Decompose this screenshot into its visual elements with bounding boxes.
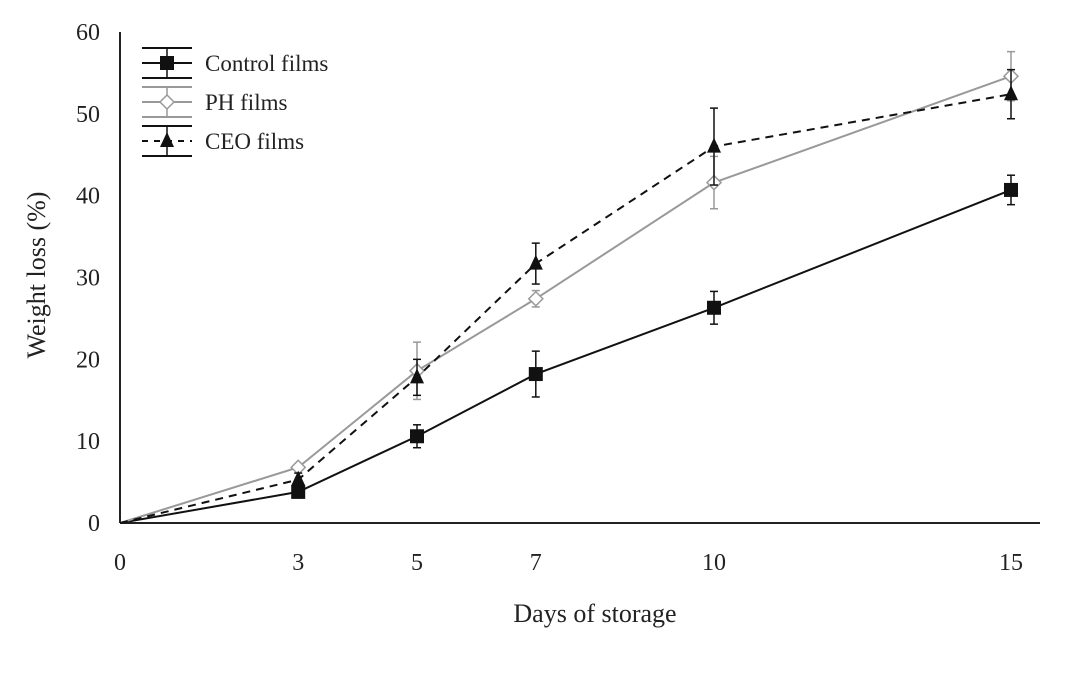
y-tick-label: 20 (76, 347, 100, 373)
square-marker (707, 300, 721, 315)
legend-label: Control films (205, 51, 328, 76)
triangle-marker (1004, 85, 1018, 101)
y-tick-label: 30 (76, 266, 100, 292)
x-tick-label: 7 (530, 550, 542, 576)
diamond-marker (527, 290, 544, 307)
series-line (119, 75, 1012, 524)
diamond-marker (158, 93, 176, 111)
triangle-marker (707, 137, 721, 153)
legend-item: Control films (142, 47, 328, 79)
x-tick-label: 10 (702, 550, 726, 576)
series-ph-films (119, 50, 1020, 524)
x-tick-label: 5 (411, 550, 423, 576)
series-ceo-films (119, 68, 1018, 524)
legend-label: CEO films (205, 129, 304, 154)
x-tick-label: 15 (999, 550, 1023, 576)
triangle-marker (410, 368, 424, 384)
x-tick-label: 0 (114, 550, 126, 576)
y-tick-label: 10 (76, 429, 100, 455)
square-marker (160, 56, 174, 70)
triangle-marker (160, 132, 174, 147)
y-tick-label: 50 (76, 102, 100, 128)
x-tick-label: 3 (292, 550, 304, 576)
square-marker (528, 367, 543, 382)
series-line (119, 189, 1012, 524)
series-line (119, 93, 1012, 524)
legend: Control films PH films CEO films (142, 47, 328, 157)
y-tick-label: 0 (88, 511, 100, 537)
x-axis-label: Days of storage (513, 599, 676, 628)
legend-item: CEO films (142, 125, 304, 157)
series-control-films (119, 174, 1018, 524)
legend-item: PH films (142, 86, 287, 118)
y-axis-label: Weight loss (%) (22, 192, 51, 359)
y-tick-label: 60 (76, 20, 100, 46)
triangle-marker (291, 470, 306, 486)
square-marker (291, 484, 306, 499)
square-marker (1004, 182, 1018, 197)
square-marker (410, 429, 424, 444)
legend-label: PH films (205, 90, 287, 115)
triangle-marker (528, 254, 543, 270)
y-tick-label: 40 (76, 184, 100, 210)
